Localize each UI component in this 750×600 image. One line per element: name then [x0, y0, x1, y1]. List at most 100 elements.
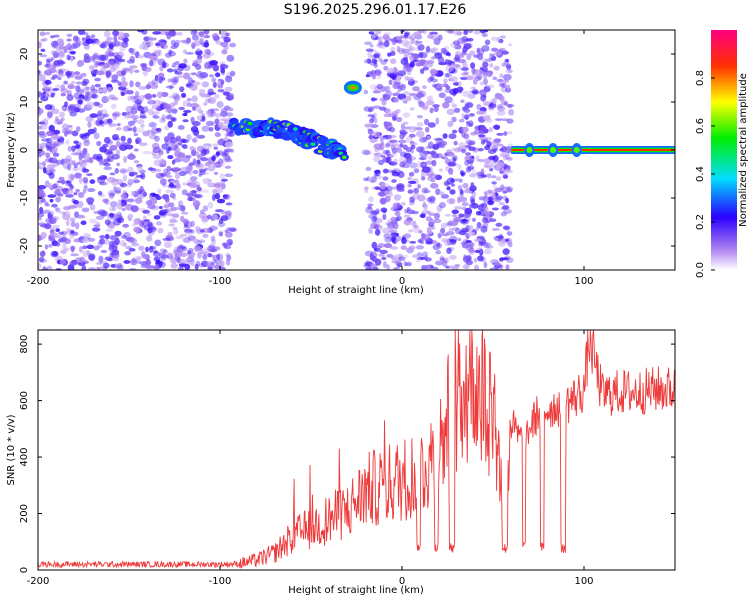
heatmap-cell	[483, 191, 488, 199]
heatmap-cell	[371, 58, 378, 64]
y-tick-label: 10	[19, 96, 30, 109]
heatmap-cell	[494, 261, 500, 267]
heatmap-cell	[151, 104, 160, 110]
heatmap-cell	[153, 266, 159, 270]
heatmap-cell	[89, 65, 95, 72]
heatmap-cell	[489, 267, 499, 270]
heatmap-cell	[159, 65, 164, 72]
heatmap-cell	[183, 58, 188, 64]
heatmap-cell	[484, 161, 492, 169]
snr-marks	[38, 330, 675, 569]
heatmap-cell	[129, 55, 135, 62]
heatmap-cell	[506, 157, 513, 161]
heatmap-cell	[466, 37, 474, 42]
heatmap-cell	[408, 245, 416, 250]
heatmap-cell	[470, 182, 475, 187]
heatmap-cell	[469, 50, 476, 56]
heatmap-cell	[433, 38, 441, 46]
heatmap-cell	[415, 257, 422, 263]
heatmap-cell	[52, 250, 58, 257]
heatmap-cell	[473, 54, 479, 59]
heatmap-cell	[452, 82, 459, 86]
heatmap-cell	[97, 54, 106, 61]
heatmap-cell	[122, 174, 128, 182]
heatmap-cell	[404, 75, 409, 81]
heatmap-cell	[38, 262, 42, 269]
heatmap-cell	[73, 140, 79, 145]
heatmap-cell	[369, 30, 377, 33]
heatmap-cell	[212, 188, 218, 194]
heatmap-cell	[107, 176, 116, 183]
heatmap-cell	[205, 260, 214, 268]
heatmap-cell	[187, 196, 193, 202]
heatmap-cell	[494, 118, 503, 121]
heatmap-cell	[185, 51, 194, 55]
heatmap-cell	[62, 242, 67, 249]
heatmap-cell	[201, 81, 210, 88]
heatmap-cell	[168, 50, 176, 57]
heatmap-cell	[221, 49, 228, 55]
heatmap-cell	[48, 63, 55, 68]
heatmap-cell	[453, 107, 461, 113]
heatmap-cell	[110, 103, 117, 110]
heatmap-cell	[134, 90, 140, 97]
heatmap-cell	[226, 54, 235, 62]
heatmap-cell	[446, 247, 452, 255]
heatmap-cell	[508, 43, 512, 47]
heatmap-cell	[483, 164, 491, 168]
heatmap-cell	[60, 92, 66, 97]
heatmap-cell	[104, 50, 113, 57]
heatmap-cell	[419, 146, 425, 153]
heatmap-cell	[120, 199, 127, 207]
heatmap-cell	[185, 154, 192, 159]
heatmap-cell	[88, 253, 96, 261]
heatmap-cell	[377, 36, 383, 44]
heatmap-cell	[108, 43, 114, 50]
heatmap-cell	[173, 228, 179, 235]
heatmap-cell	[178, 266, 184, 270]
heatmap-cell	[56, 73, 66, 78]
heatmap-cell	[189, 229, 195, 234]
heatmap-cell	[214, 118, 220, 125]
heatmap-cell	[137, 106, 145, 112]
heatmap-cell	[103, 158, 111, 162]
heatmap-cell	[50, 232, 58, 236]
heatmap-cell	[445, 30, 453, 33]
heatmap-cell	[380, 154, 386, 158]
heatmap-cell	[44, 201, 49, 206]
heatmap-cell	[66, 72, 71, 79]
heatmap-cell	[502, 174, 509, 179]
heatmap-cell	[404, 32, 409, 38]
heatmap-cell	[106, 118, 113, 125]
heatmap-cell	[209, 225, 218, 231]
heatmap-cell	[90, 93, 97, 99]
heatmap-cell	[66, 54, 71, 61]
heatmap-cell	[186, 134, 192, 141]
heatmap-cell	[211, 33, 219, 39]
y-tick-label: -10	[19, 190, 30, 206]
heatmap-cell	[135, 81, 141, 88]
heatmap-cell	[427, 155, 433, 160]
heatmap-cell	[82, 250, 90, 258]
heatmap-cell	[133, 176, 139, 184]
heatmap-cell	[62, 206, 71, 211]
heatmap-cell	[486, 173, 492, 178]
heatmap-cell	[62, 123, 69, 131]
heatmap-cell	[205, 120, 214, 127]
heatmap-cell	[67, 83, 74, 90]
heatmap-cell	[203, 248, 208, 255]
heatmap-cell	[373, 117, 378, 124]
heatmap-cell	[502, 257, 510, 261]
heatmap-cell	[392, 203, 399, 210]
heatmap-cell	[168, 49, 173, 54]
heatmap-cell	[452, 155, 458, 161]
heatmap-cell	[449, 239, 457, 243]
heatmap-cell	[38, 125, 43, 130]
heatmap-cell	[80, 220, 87, 226]
heatmap-cell	[422, 251, 428, 259]
heatmap-cell	[76, 61, 83, 68]
heatmap-cell	[498, 38, 504, 44]
heatmap-cell	[149, 226, 157, 233]
heatmap-cell	[440, 222, 447, 230]
heatmap-cell	[38, 121, 46, 125]
